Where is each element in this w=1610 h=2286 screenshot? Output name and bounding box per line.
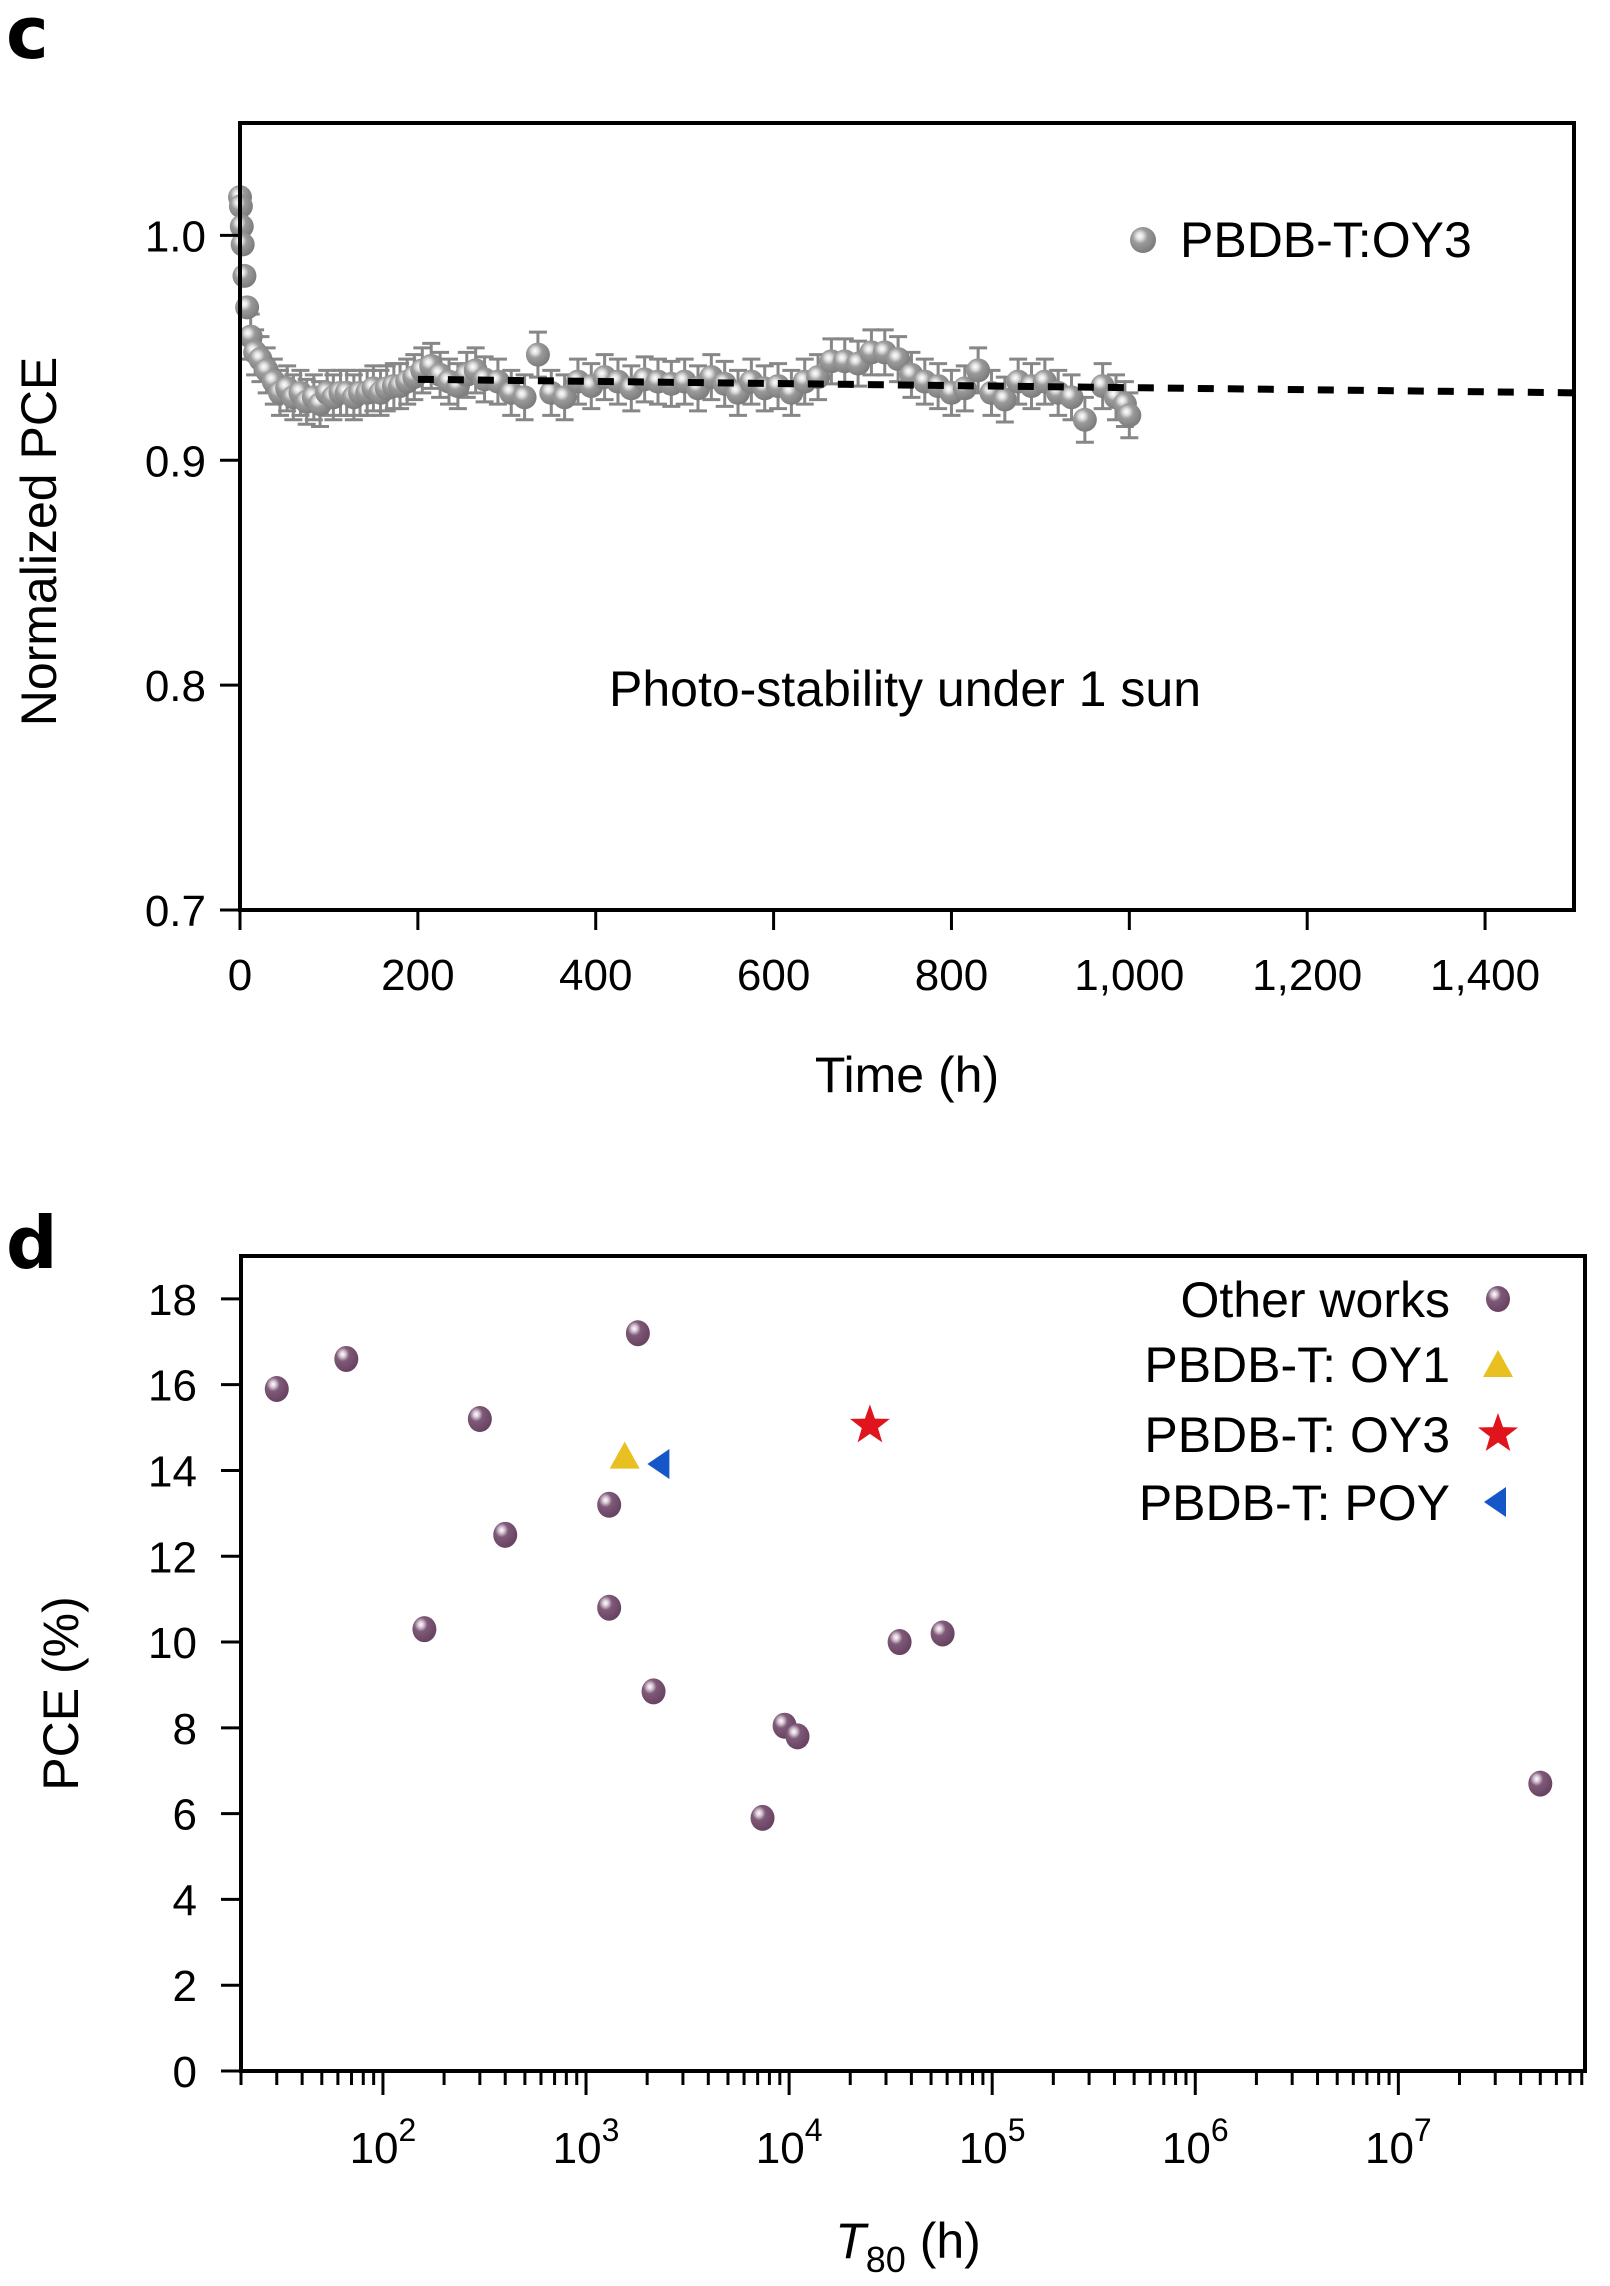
- d-data-point: [887, 1629, 912, 1656]
- d-legend-marker: [1483, 1350, 1513, 1377]
- d-x-axis-label: T80 (h): [835, 2213, 981, 2280]
- d-legend-marker: [1486, 1286, 1510, 1312]
- c-y-ticks: 0.7 0.8 0.9 1.0: [145, 212, 240, 936]
- d-data-point: [750, 1804, 775, 1831]
- c-y-tick-label: 0.9: [145, 437, 206, 486]
- d-x-tick-label: 102: [350, 2112, 417, 2173]
- d-data-point: [597, 1491, 622, 1518]
- d-x-axis-label-unit: (h): [906, 2213, 981, 2269]
- d-data-point: [625, 1320, 650, 1347]
- d-data-point: [930, 1620, 955, 1647]
- c-data-point: [992, 387, 1017, 412]
- c-x-tick-label: 200: [381, 951, 454, 1000]
- chart-d: 102 103 104 105 106 107 0 2 4 6 8 10 12 14 16 18 Other…: [33, 1254, 1587, 2280]
- d-x-axis-label-subscript: 80: [866, 2239, 906, 2280]
- c-data-point: [1059, 385, 1084, 410]
- c-x-tick-label: 800: [915, 951, 988, 1000]
- c-data-point: [886, 347, 911, 372]
- d-x-tick-label: 106: [1162, 2112, 1229, 2173]
- c-annotation: Photo-stability under 1 sun: [609, 661, 1201, 717]
- c-x-ticks: 0 200 400 600 800 1,000 1,200 1,400: [228, 910, 1540, 1000]
- c-x-tick-label: 1,400: [1430, 951, 1540, 1000]
- c-x-tick-label: 1,200: [1252, 951, 1362, 1000]
- c-y-tick-label: 0.7: [145, 887, 206, 936]
- c-x-axis-label: Time (h): [815, 1047, 999, 1103]
- c-data-points: [228, 185, 1142, 432]
- d-data-point: [609, 1441, 640, 1469]
- d-data-point: [647, 1449, 670, 1480]
- c-y-tick-label: 1.0: [145, 212, 206, 261]
- c-y-tick-label: 0.8: [145, 662, 206, 711]
- d-data-points: [264, 1320, 1553, 1831]
- c-legend-marker: [1130, 227, 1156, 253]
- c-x-tick-label: 0: [228, 951, 252, 1000]
- d-y-tick-label: 4: [173, 1876, 197, 1925]
- c-x-tick-label: 600: [737, 951, 810, 1000]
- c-x-tick-label: 1,000: [1074, 951, 1184, 1000]
- d-y-tick-label: 16: [148, 1362, 197, 1411]
- c-data-point: [966, 358, 991, 383]
- d-x-tick-label: 107: [1365, 2112, 1432, 2173]
- d-legend-label: PBDB-T: OY3: [1144, 1407, 1450, 1463]
- d-legend-label: PBDB-T: OY1: [1144, 1337, 1450, 1393]
- d-y-tick-label: 8: [173, 1705, 197, 1754]
- d-x-tick-label: 103: [553, 2112, 620, 2173]
- c-plot-frame: [238, 121, 1576, 912]
- d-data-point: [850, 1404, 890, 1443]
- chart-c: 0 200 400 600 800 1,000 1,200 1,400 0.7 0.8 0.9 1.…: [11, 121, 1576, 1103]
- d-data-point: [785, 1723, 810, 1750]
- d-legend: Other works PBDB-T: OY1 PBDB-T: OY3 PBDB-T:…: [1139, 1272, 1518, 1531]
- d-y-tick-label: 14: [148, 1447, 197, 1496]
- d-data-point: [334, 1345, 359, 1372]
- d-x-tick-label: 104: [756, 2112, 823, 2173]
- d-y-tick-label: 10: [148, 1619, 197, 1668]
- c-legend-label: PBDB-T:OY3: [1180, 212, 1472, 268]
- d-data-point: [493, 1521, 518, 1548]
- c-data-point: [525, 342, 550, 367]
- c-data-point: [232, 263, 257, 288]
- c-data-point: [1117, 403, 1142, 428]
- d-y-tick-label: 12: [148, 1533, 197, 1582]
- d-y-tick-label: 18: [148, 1276, 197, 1325]
- d-plot-frame: [239, 1254, 1587, 2073]
- d-x-tick-label: 105: [959, 2112, 1026, 2173]
- d-data-point: [467, 1406, 492, 1432]
- d-y-tick-label: 0: [173, 2048, 197, 2097]
- d-legend-marker: [1484, 1487, 1506, 1517]
- d-x-ticks: 102 103 104 105 106 107: [239, 2071, 1584, 2173]
- d-data-point: [264, 1375, 289, 1402]
- c-fit-line: [417, 375, 1575, 397]
- c-data-point: [230, 232, 255, 257]
- d-data-point: [1528, 1770, 1553, 1797]
- d-y-tick-label: 6: [173, 1791, 197, 1840]
- d-data-point: [597, 1594, 622, 1621]
- d-x-axis-label-main: T: [835, 2213, 869, 2269]
- panel-label-c: c: [6, 0, 49, 75]
- c-y-axis-label: Normalized PCE: [11, 357, 67, 727]
- c-data-point: [1072, 407, 1097, 432]
- d-data-point: [412, 1616, 437, 1643]
- d-y-tick-label: 2: [173, 1962, 197, 2011]
- d-y-axis-label: PCE (%): [33, 1596, 89, 1790]
- c-data-point: [552, 385, 577, 410]
- c-x-tick-label: 400: [559, 951, 632, 1000]
- d-legend-label: Other works: [1180, 1272, 1450, 1328]
- panel-label-d: d: [6, 1201, 58, 1285]
- d-legend-marker: [1478, 1413, 1518, 1451]
- d-legend-label: PBDB-T: POY: [1139, 1475, 1450, 1531]
- c-data-point: [512, 385, 537, 410]
- d-data-point: [641, 1678, 666, 1705]
- d-y-ticks: 0 2 4 6 8 10 12 14 16 18: [148, 1276, 241, 2097]
